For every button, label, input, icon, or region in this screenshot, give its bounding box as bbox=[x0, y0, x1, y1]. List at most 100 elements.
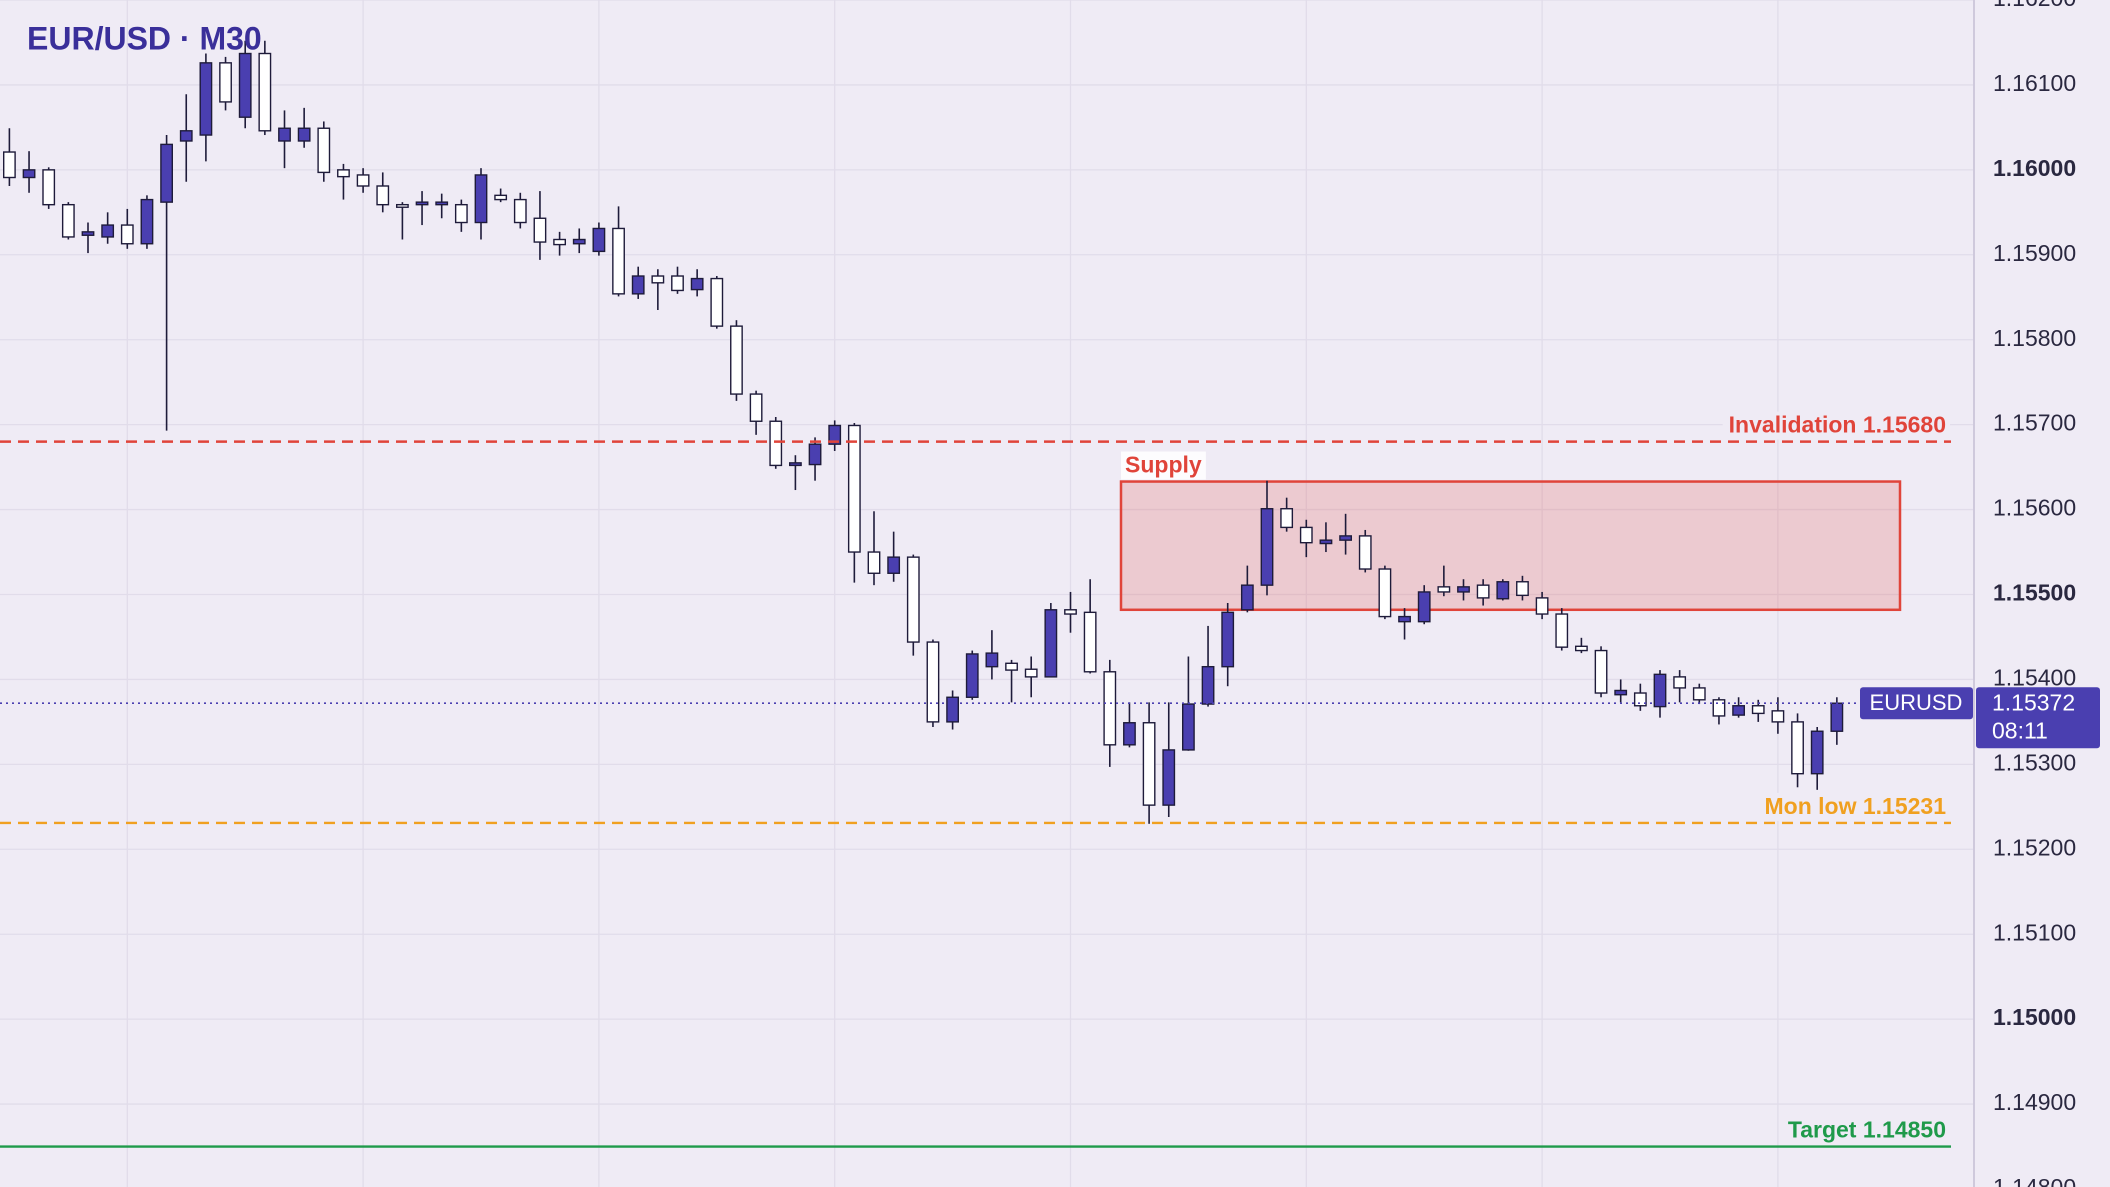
y-tick-label: 1.15200 bbox=[1993, 834, 2076, 860]
candle-body-down bbox=[671, 275, 684, 292]
candle-body-down bbox=[1280, 508, 1294, 529]
price-tag-value: 1.15372 bbox=[1992, 689, 2075, 715]
y-tick-label: 1.15900 bbox=[1993, 240, 2076, 266]
level-label: Target 1.14850 bbox=[1788, 1117, 1946, 1143]
candle-body-down bbox=[1083, 611, 1097, 673]
candle-body-down bbox=[1064, 609, 1077, 615]
candle-body-down bbox=[1633, 692, 1647, 707]
candle-body-down bbox=[1673, 676, 1687, 689]
symbol-tag-label: EURUSD bbox=[1870, 690, 1963, 715]
candle-body-up bbox=[1830, 702, 1844, 732]
candle-body-up bbox=[179, 130, 193, 142]
candle-body-down bbox=[42, 169, 56, 206]
candle-body-down bbox=[1751, 705, 1765, 715]
symbol-tag bbox=[1860, 687, 1973, 720]
candle-body-up bbox=[1614, 689, 1628, 696]
chart-title: EUR/USD · M30 bbox=[27, 20, 262, 56]
candle-body-up bbox=[278, 127, 291, 142]
candle-body-down bbox=[1299, 526, 1313, 544]
candle-body-down bbox=[1024, 668, 1038, 678]
candle-body-up bbox=[199, 62, 213, 136]
candle-body-up bbox=[1417, 591, 1431, 623]
candle-body-down bbox=[454, 203, 468, 224]
candle-body-up bbox=[985, 652, 999, 668]
candle-body-up bbox=[1732, 705, 1746, 716]
candle-body-up bbox=[81, 231, 95, 236]
price-tag bbox=[1976, 687, 2100, 749]
supply-zone bbox=[1119, 480, 1902, 612]
candle-body-up bbox=[887, 556, 901, 574]
level-label-bg bbox=[1722, 411, 1950, 440]
candle-body-up bbox=[572, 238, 586, 245]
candle-body-down bbox=[749, 393, 763, 422]
candle-body-down bbox=[710, 277, 724, 327]
candle-body-up bbox=[101, 224, 115, 238]
candle-body-down bbox=[926, 641, 940, 723]
candle-body-up bbox=[592, 227, 606, 253]
candle-body-down bbox=[513, 198, 527, 224]
candle-body-down bbox=[1005, 662, 1018, 671]
y-tick-label: 1.15700 bbox=[1993, 410, 2076, 436]
y-tick-label: 1.15300 bbox=[1993, 749, 2076, 775]
supply-label-bg bbox=[1121, 451, 1206, 480]
candle-body-down bbox=[219, 62, 232, 103]
candle-body-up bbox=[1201, 665, 1215, 705]
y-tick-label: 1.15100 bbox=[1993, 919, 2076, 945]
candle-body-down bbox=[1574, 645, 1588, 652]
candle-body-up bbox=[1181, 703, 1195, 751]
candle-body-up bbox=[946, 696, 960, 723]
candle-body-up bbox=[297, 127, 311, 142]
plot: Supply Invalidation 1.15680 Mon low 1.1523… bbox=[0, 40, 1974, 1148]
level-label-bg bbox=[1758, 792, 1951, 821]
candle-body-down bbox=[1594, 649, 1608, 694]
y-tick-label: 1.16200 bbox=[1993, 0, 2076, 11]
candle-body-up bbox=[789, 462, 802, 467]
y-tick-label: 1.15400 bbox=[1993, 665, 2076, 691]
candle-body-down bbox=[1555, 613, 1569, 648]
candle-body-down bbox=[1103, 671, 1117, 746]
candle-body-up bbox=[1044, 609, 1058, 678]
candle-body-up bbox=[140, 198, 154, 245]
candle-body-up bbox=[808, 443, 822, 466]
candle-body-down bbox=[1358, 535, 1372, 570]
candle-body-down bbox=[376, 185, 390, 206]
candle-body-down bbox=[1437, 586, 1451, 593]
price-axis: 1.16200 1.16100 1.16000 1.15900 1.15800 1.157… bbox=[1860, 0, 2100, 1187]
y-tick-label: 1.15500 bbox=[1993, 580, 2076, 606]
candle-body-up bbox=[22, 169, 36, 179]
candle-body-up bbox=[690, 277, 704, 291]
candle-body-up bbox=[1319, 539, 1333, 545]
candle-body-down bbox=[533, 217, 547, 243]
candle-body-up bbox=[965, 653, 979, 698]
candle-body-down bbox=[612, 227, 625, 295]
y-tick-label: 1.16100 bbox=[1993, 70, 2076, 96]
candle-body-down bbox=[3, 151, 16, 179]
candle-body-up bbox=[1260, 508, 1274, 586]
candle-body-up bbox=[1810, 730, 1824, 775]
candle-body-up bbox=[1240, 584, 1254, 611]
candle-body-up bbox=[474, 174, 488, 224]
candle-body-up bbox=[1653, 673, 1667, 708]
candle-body-up bbox=[160, 143, 173, 203]
candle-body-up bbox=[828, 424, 842, 445]
level-label: Invalidation 1.15680 bbox=[1729, 412, 1946, 438]
price-tag-countdown: 08:11 bbox=[1992, 717, 2048, 743]
candle-body-down bbox=[1535, 597, 1549, 615]
candle-body-up bbox=[1162, 749, 1176, 806]
grid bbox=[0, 0, 1974, 1187]
candle-body-up bbox=[435, 201, 449, 206]
candle-body-down bbox=[494, 194, 508, 201]
candle-body-up bbox=[1457, 586, 1470, 593]
candle-body-up bbox=[238, 52, 252, 118]
candle-body-down bbox=[258, 52, 272, 132]
candle-body-down bbox=[1791, 721, 1804, 775]
candle-body-down bbox=[553, 238, 567, 246]
candle-body-down bbox=[1142, 722, 1156, 806]
y-tick-label: 1.15800 bbox=[1993, 325, 2076, 351]
candle-body-down bbox=[1771, 710, 1785, 723]
candle-body-down bbox=[867, 551, 881, 574]
candle-body-down bbox=[730, 325, 743, 395]
candle-body-up bbox=[631, 275, 645, 295]
candle-body-up bbox=[1398, 615, 1411, 623]
